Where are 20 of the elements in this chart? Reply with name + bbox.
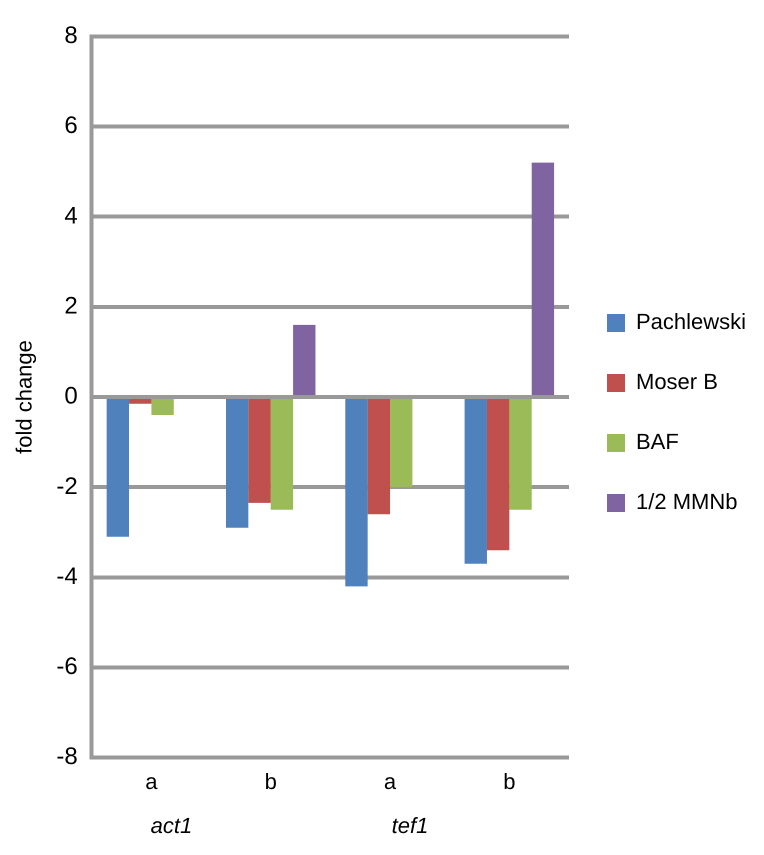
y-axis-title: fold change bbox=[11, 340, 36, 454]
y-tick-label: 8 bbox=[64, 22, 78, 50]
legend-label: Moser B bbox=[636, 369, 718, 394]
text: act1 bbox=[150, 813, 192, 838]
y-tick-label: -8 bbox=[56, 743, 78, 770]
legend-label: 1/2 MMNb bbox=[636, 489, 738, 514]
y-tick-label: -2 bbox=[56, 472, 78, 500]
legend-label: Pachlewski bbox=[636, 309, 746, 334]
x-tick-label: a bbox=[384, 768, 397, 794]
text: tef1 bbox=[392, 813, 428, 838]
x-tick-label: b bbox=[503, 768, 516, 794]
x-tick-label: b bbox=[264, 768, 277, 794]
y-tick-label: 2 bbox=[64, 292, 78, 320]
y-tick-label: 6 bbox=[64, 112, 78, 140]
y-tick-label: 4 bbox=[64, 202, 78, 230]
legend-label: BAF bbox=[636, 429, 679, 454]
y-tick-label: -4 bbox=[56, 562, 78, 590]
y-tick-label: -6 bbox=[56, 653, 78, 680]
y-tick-label: 0 bbox=[64, 382, 78, 410]
x-tick-label: a bbox=[145, 768, 158, 794]
